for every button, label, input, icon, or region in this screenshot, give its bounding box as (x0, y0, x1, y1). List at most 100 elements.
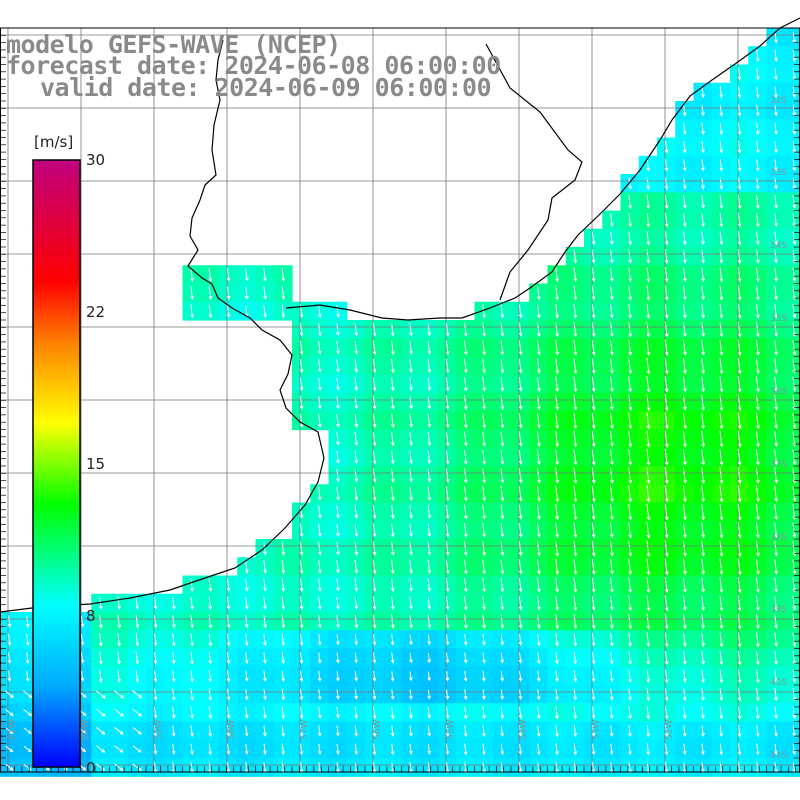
wind-arrow (719, 467, 724, 485)
wind-arrow (537, 449, 541, 466)
wind-arrow (573, 267, 578, 283)
wind-arrow (281, 688, 286, 701)
wind-arrow (464, 522, 468, 538)
wind-arrow (591, 670, 596, 683)
wind-arrow (664, 485, 669, 503)
wind-arrow (774, 358, 779, 374)
wind-arrow (682, 358, 687, 375)
wind-arrow (336, 413, 340, 428)
wind-arrow (336, 395, 340, 410)
wind-arrow (719, 86, 724, 99)
wind-arrow (482, 395, 487, 411)
wind-arrow (774, 595, 779, 611)
wind-arrow (500, 614, 505, 629)
wind-arrow (317, 505, 322, 519)
wind-arrow (701, 540, 706, 557)
wind-arrow (299, 725, 304, 737)
wind-arrow (263, 560, 267, 574)
wind-arrow (664, 521, 669, 539)
wind-arrow (336, 541, 340, 556)
wind-arrow (372, 340, 377, 356)
wind-arrow (774, 614, 779, 630)
wind-arrow (719, 687, 724, 702)
forecast-date: forecast date: 2024-06-08 06:00:00 (6, 51, 501, 80)
wind-arrow (190, 651, 194, 665)
wind-arrow (719, 761, 724, 774)
wind-arrow (610, 358, 614, 374)
wind-arrow (719, 212, 724, 228)
wind-arrow (518, 633, 523, 646)
wind-arrow (372, 377, 377, 392)
wind-arrow (609, 485, 614, 503)
model-title: modelo GEFS-WAVE (NCEP) (6, 30, 341, 59)
wind-arrow (737, 104, 742, 117)
wind-arrow (664, 376, 669, 393)
wind-arrow (95, 708, 106, 717)
wind-arrow (555, 706, 559, 720)
wind-arrow (646, 669, 651, 684)
wind-arrow (317, 523, 322, 537)
wind-arrow (719, 122, 724, 136)
wind-arrow (464, 467, 468, 484)
wind-arrow (555, 522, 560, 539)
wind-arrow (391, 614, 395, 629)
wind-arrow (701, 449, 706, 466)
wind-arrow (646, 303, 651, 319)
wind-arrow (135, 633, 140, 647)
wind-arrow (190, 267, 194, 282)
wind-arrow (299, 505, 304, 519)
wind-arrow (737, 743, 742, 756)
wind-arrow (719, 358, 724, 375)
wind-arrow (518, 670, 523, 682)
wind-arrow (774, 687, 778, 702)
wind-arrow (445, 413, 450, 429)
wind-arrow (737, 761, 742, 774)
wind-arrow (372, 395, 377, 410)
wind-arrow (114, 763, 124, 772)
wind-arrow (755, 140, 760, 154)
wind-arrow (701, 339, 706, 356)
wind-arrow (336, 578, 340, 592)
wind-arrow (664, 267, 669, 283)
wind-arrow (646, 357, 651, 375)
wind-arrow (208, 743, 213, 756)
wind-arrow (664, 339, 669, 357)
wind-arrow (774, 706, 778, 720)
wind-arrow (591, 267, 596, 283)
wind-arrow (646, 448, 651, 466)
wind-arrow (500, 449, 505, 465)
speed-cell (784, 137, 800, 157)
wind-arrow (445, 706, 450, 720)
wind-arrow (445, 596, 450, 611)
wind-arrow (171, 725, 176, 737)
wind-arrow (153, 670, 158, 683)
wind-arrow (737, 650, 742, 666)
wind-arrow (208, 596, 213, 611)
wind-arrow (609, 213, 614, 228)
wind-arrow (591, 706, 596, 720)
wind-arrow (683, 321, 687, 338)
wind-arrow (427, 706, 432, 719)
wind-arrow (445, 614, 450, 629)
wind-arrow (171, 651, 176, 665)
wind-arrow (445, 523, 450, 538)
wind-arrow (372, 743, 377, 756)
wind-arrow (573, 633, 578, 647)
wind-arrow (701, 267, 706, 283)
wind-arrow (372, 505, 377, 520)
wind-arrow (500, 413, 505, 429)
wind-arrow (719, 558, 724, 576)
wind-arrow (518, 614, 523, 629)
wind-arrow (555, 577, 560, 593)
wind-arrow (226, 670, 231, 683)
wind-arrow (610, 267, 614, 283)
wind-arrow (317, 614, 322, 629)
wind-arrow (409, 468, 413, 483)
wind-arrow (792, 304, 797, 319)
speed-cell (784, 374, 800, 394)
wind-arrow (25, 670, 30, 683)
wind-arrow (372, 413, 377, 429)
lat-label: 36S (770, 387, 788, 397)
wind-arrow (23, 727, 32, 735)
